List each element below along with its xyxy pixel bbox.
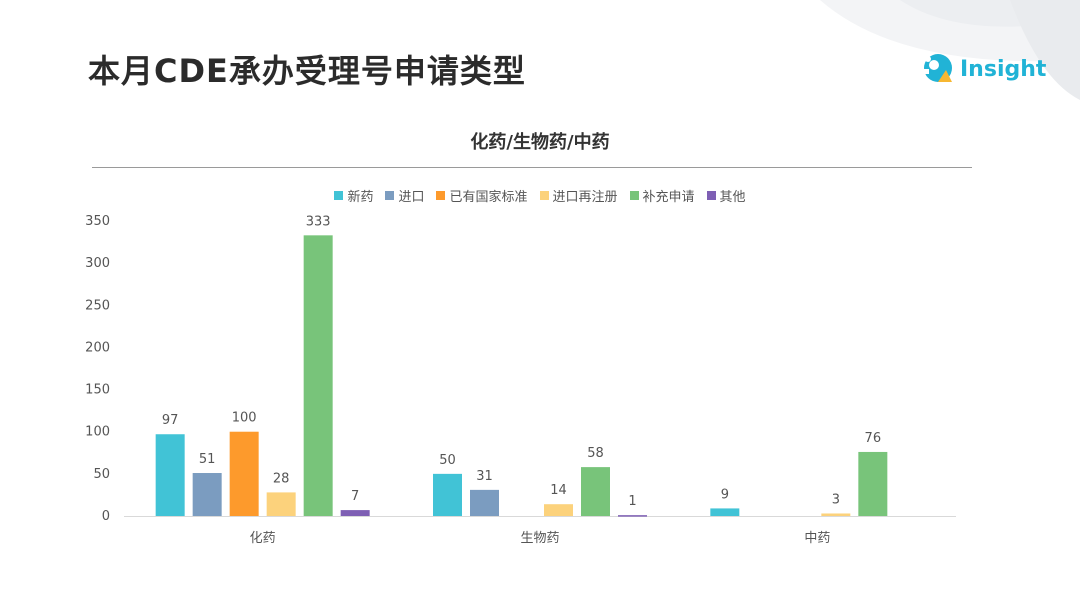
bar[interactable] <box>340 510 370 516</box>
legend-item-qita[interactable]: 其他 <box>706 186 746 205</box>
insight-logo: Insight <box>920 52 1046 86</box>
data-label: 9 <box>721 487 729 502</box>
legend-item-xinyao[interactable]: 新药 <box>334 186 373 205</box>
legend-label: 新药 <box>347 190 374 205</box>
legend-swatch <box>334 191 344 200</box>
y-tick-label: 50 <box>93 467 110 482</box>
x-category-label: 生物药 <box>520 531 559 546</box>
data-label: 31 <box>476 469 493 484</box>
y-tick-label: 250 <box>85 298 110 313</box>
insight-logo-text: Insight <box>960 56 1047 82</box>
data-label: 7 <box>351 489 359 504</box>
bar[interactable] <box>581 467 610 516</box>
page-title: 本月CDE承办受理号申请类型 <box>88 52 526 90</box>
legend-item-jinkou[interactable]: 进口 <box>385 186 424 205</box>
legend-swatch <box>385 191 395 200</box>
x-category-label: 中药 <box>804 531 830 546</box>
legend-label: 进口再注册 <box>552 190 618 205</box>
data-label: 28 <box>273 471 290 486</box>
data-label: 333 <box>306 214 331 229</box>
y-tick-label: 100 <box>85 425 110 440</box>
data-label: 50 <box>439 453 456 468</box>
data-label: 3 <box>832 492 840 507</box>
chart-legend: 新药 进口 已有国家标准 进口再注册 补充申请 其他 <box>0 186 1080 205</box>
bar[interactable] <box>544 504 573 516</box>
bar[interactable] <box>710 508 740 516</box>
chart-title: 化药/生物药/中药 <box>470 132 610 153</box>
legend-swatch <box>539 191 549 200</box>
bar[interactable] <box>155 434 185 516</box>
legend-label: 已有国家标准 <box>449 190 528 205</box>
y-tick-label: 200 <box>85 340 110 355</box>
bar[interactable] <box>618 515 647 517</box>
legend-label: 进口 <box>398 190 425 205</box>
legend-swatch <box>706 191 716 200</box>
bar[interactable] <box>470 489 499 516</box>
title-divider <box>92 167 972 168</box>
legend-item-guojia-biaozhun[interactable]: 已有国家标准 <box>436 186 528 205</box>
bar[interactable] <box>433 473 462 516</box>
bar[interactable] <box>229 431 259 516</box>
bar[interactable] <box>266 492 296 516</box>
legend-item-buchong-shenqing[interactable]: 补充申请 <box>629 186 695 205</box>
data-label: 14 <box>550 483 567 498</box>
data-label: 1 <box>628 494 636 509</box>
bar[interactable] <box>303 235 333 517</box>
legend-label: 其他 <box>719 190 746 205</box>
data-label: 51 <box>199 452 216 467</box>
legend-swatch <box>436 191 446 200</box>
y-tick-label: 300 <box>85 256 110 271</box>
insight-logo-icon <box>924 54 952 82</box>
data-label: 58 <box>587 446 604 461</box>
data-label: 100 <box>232 411 257 426</box>
y-tick-label: 350 <box>85 214 110 229</box>
legend-label: 补充申请 <box>642 190 695 205</box>
y-tick-label: 150 <box>85 383 110 398</box>
data-label: 76 <box>865 431 882 446</box>
x-category-label: 化药 <box>250 531 276 546</box>
bar[interactable] <box>821 513 851 516</box>
data-label: 97 <box>162 413 179 428</box>
bar[interactable] <box>858 451 888 516</box>
legend-swatch <box>629 191 639 200</box>
legend-item-jinkou-zaizhuce[interactable]: 进口再注册 <box>539 186 618 205</box>
bar[interactable] <box>192 473 222 516</box>
y-tick-label: 0 <box>102 509 110 524</box>
